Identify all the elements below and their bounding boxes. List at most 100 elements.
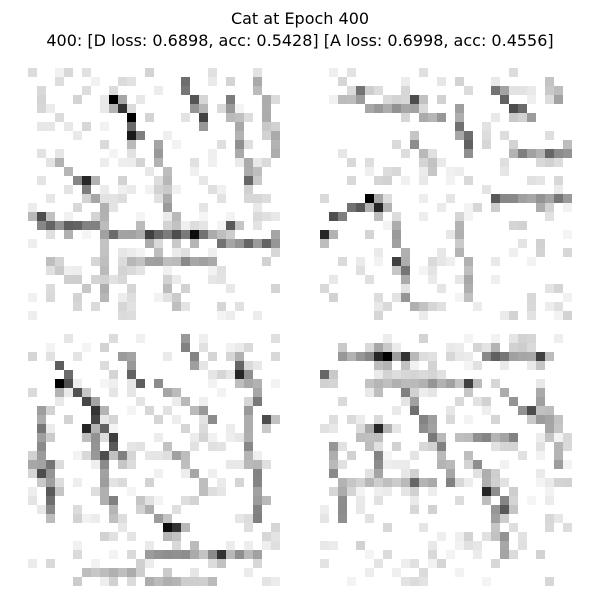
pixel [464,212,473,221]
pixel [145,68,154,77]
pixel [235,352,244,361]
pixel [109,149,118,158]
pixel [190,95,199,104]
pixel [545,478,554,487]
pixel [46,460,55,469]
pixel [374,248,383,257]
pixel [428,388,437,397]
pixel [64,230,73,239]
pixel [509,86,518,95]
pixel [527,176,536,185]
pixel-grid [28,68,280,320]
pixel [226,370,235,379]
pixel [464,334,473,343]
pixel [500,496,509,505]
pixel [563,460,572,469]
pixel [428,478,437,487]
pixel [383,302,392,311]
pixel [500,460,509,469]
pixel [91,397,100,406]
pixel [181,113,190,122]
pixel [190,167,199,176]
pixel [518,451,527,460]
pixel-grid [320,334,572,586]
pixel [365,343,374,352]
pixel [419,334,428,343]
pixel [347,68,356,77]
pixel [217,442,226,451]
pixel [100,158,109,167]
pixel [73,176,82,185]
pixel [181,496,190,505]
pixel [437,433,446,442]
pixel [55,266,64,275]
pixel [235,221,244,230]
pixel [545,302,554,311]
pixel [190,577,199,586]
pixel [410,469,419,478]
pixel [482,496,491,505]
pixel [244,433,253,442]
pixel [145,550,154,559]
pixel [190,221,199,230]
pixel [437,370,446,379]
pixel [419,442,428,451]
pixel [73,266,82,275]
pixel [347,451,356,460]
pixel [253,469,262,478]
pixel [64,212,73,221]
pixel [109,104,118,113]
pixel [28,203,37,212]
pixel [118,194,127,203]
pixel [491,77,500,86]
pixel [329,293,338,302]
pixel [235,239,244,248]
pixel [527,257,536,266]
pixel [91,460,100,469]
pixel [127,442,136,451]
pixel [136,158,145,167]
pixel [100,478,109,487]
pixel [527,311,536,320]
pixel [109,433,118,442]
pixel [262,532,271,541]
pixel [253,68,262,77]
pixel [235,122,244,131]
pixel [365,104,374,113]
pixel [428,541,437,550]
pixel [109,514,118,523]
pixel [109,478,118,487]
pixel [37,442,46,451]
pixel [527,86,536,95]
pixel [401,257,410,266]
pixel [410,370,419,379]
pixel [356,505,365,514]
pixel [109,424,118,433]
pixel [163,577,172,586]
pixel [253,203,262,212]
pixel [181,257,190,266]
pixel [55,388,64,397]
pixel [262,239,271,248]
pixel [554,194,563,203]
pixel [127,550,136,559]
pixel [554,311,563,320]
pixel [199,257,208,266]
pixel [181,451,190,460]
pixel [55,397,64,406]
pixel [181,424,190,433]
pixel [383,334,392,343]
pixel [482,487,491,496]
pixel [208,487,217,496]
pixel [136,568,145,577]
pixel [55,257,64,266]
pixel [455,478,464,487]
pixel [365,352,374,361]
pixel [536,397,545,406]
pixel [172,541,181,550]
pixel [455,212,464,221]
pixel [437,460,446,469]
pixel [262,158,271,167]
pixel [217,550,226,559]
pixel [374,559,383,568]
